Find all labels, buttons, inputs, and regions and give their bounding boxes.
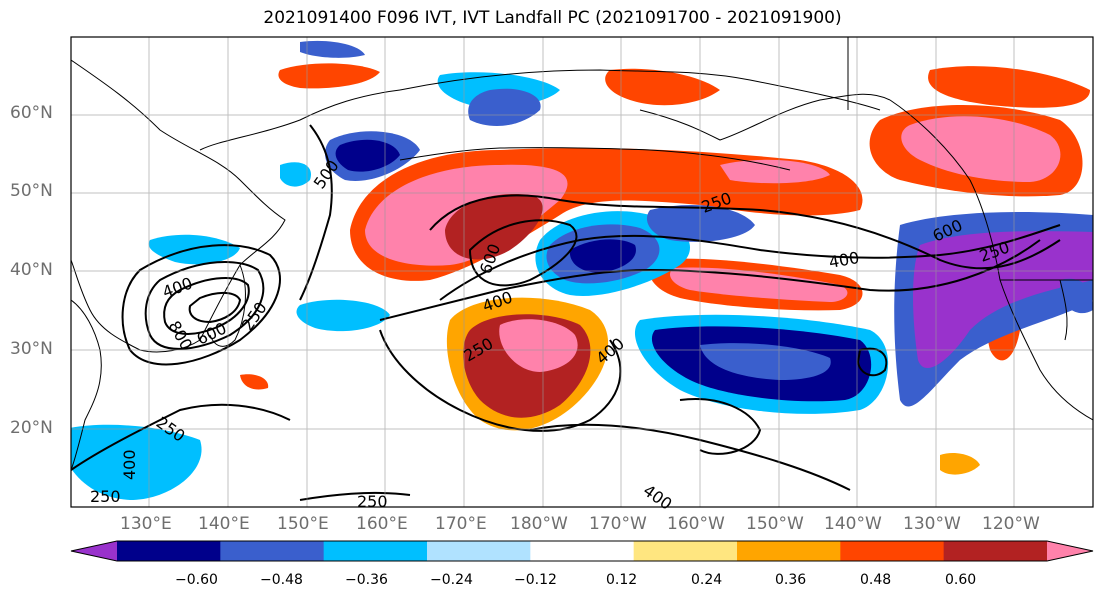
colorbar-tick-label: 0.12 — [606, 572, 638, 588]
lon-label: 140°W — [824, 514, 882, 534]
lon-label: 170°W — [589, 514, 647, 534]
lon-label: 180°W — [510, 514, 568, 534]
gridlines — [71, 37, 1093, 507]
colorbar-tick-label: 0.24 — [691, 572, 723, 588]
lat-label: 50°N — [10, 181, 53, 201]
lon-label: 150°W — [746, 514, 804, 534]
colorbar-tick-label: 0.36 — [775, 572, 807, 588]
lon-label: 170°E — [435, 514, 487, 534]
lat-label: 30°N — [10, 339, 53, 359]
colorbar-tick-label: −0.12 — [514, 572, 557, 588]
lon-label: 160°E — [356, 514, 408, 534]
contour-label: 400 — [120, 449, 139, 480]
negative-anomaly-shading — [71, 40, 1093, 500]
map-frame — [70, 36, 1094, 508]
coastlines — [71, 37, 1093, 471]
colorbar-tick-label: −0.24 — [430, 572, 473, 588]
lat-label: 60°N — [10, 103, 53, 123]
lat-label: 40°N — [10, 260, 53, 280]
lon-label: 130°W — [903, 514, 961, 534]
colorbar-tick-label: 0.48 — [860, 572, 892, 588]
positive-anomaly-shading — [240, 63, 1090, 475]
lon-label: 140°E — [198, 514, 250, 534]
colorbar-tick-label: 0.60 — [945, 572, 977, 588]
lon-label: 150°E — [277, 514, 329, 534]
lon-label: 160°W — [667, 514, 725, 534]
lat-label: 20°N — [10, 418, 53, 438]
colorbar-tick-label: −0.36 — [345, 572, 388, 588]
colorbar-tick-label: −0.48 — [260, 572, 303, 588]
contour-label: 250 — [357, 492, 388, 511]
contour-label: 250 — [90, 487, 121, 506]
lon-label: 130°E — [120, 514, 172, 534]
colorbar-tick-label: −0.60 — [175, 572, 218, 588]
lon-label: 120°W — [982, 514, 1040, 534]
map-title: 2021091400 F096 IVT, IVT Landfall PC (20… — [263, 8, 842, 28]
